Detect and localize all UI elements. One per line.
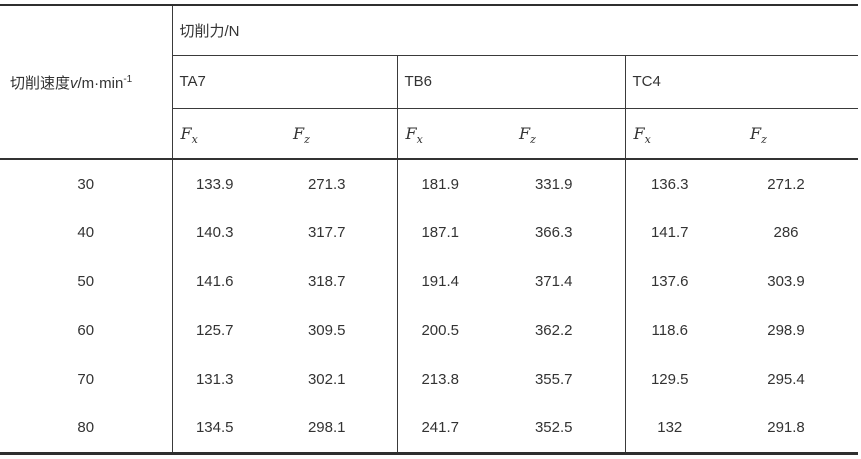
- value-cell: 309.5: [307, 322, 346, 339]
- value-cell: 317.7: [307, 224, 346, 241]
- fz-sub: z: [761, 132, 767, 146]
- fz-base: F: [293, 123, 305, 143]
- value-cell: 133.9: [172, 158, 285, 208]
- value-cell: 141.6: [195, 273, 234, 290]
- value-cell: 132: [624, 404, 742, 453]
- value-cell: 136.3: [624, 158, 742, 208]
- value-cell: 371.4: [534, 273, 573, 290]
- fx-base: F: [633, 123, 645, 143]
- value-cell: 271.3: [285, 158, 397, 208]
- value-cell: 118.6: [624, 306, 742, 355]
- value-cell: 362.2: [534, 322, 573, 339]
- header-row-force: 切削速度v/m·min-1 切削力/N: [0, 5, 859, 159]
- value-cell: 140.3: [195, 224, 234, 241]
- fz-sub: z: [304, 132, 310, 146]
- fx-base: F: [405, 123, 417, 143]
- value-cell: 318.7: [307, 273, 346, 290]
- group-header-tb6: TB6: [396, 55, 625, 109]
- fx-header-tb6: Fx: [396, 108, 511, 159]
- value-cell: 298.9: [767, 322, 805, 339]
- value-cell: 125.7: [195, 322, 234, 339]
- speed-cell: 60: [0, 306, 173, 355]
- speed-cell: 70: [0, 355, 173, 404]
- fz-base: F: [519, 123, 531, 143]
- fz-header-tc4: Fz: [742, 108, 858, 159]
- value-cell: 366.3: [534, 224, 573, 241]
- value-cell: 134.5: [195, 419, 234, 437]
- speed-unit-exponent: -1: [123, 73, 133, 85]
- group-header-tc4: TC4: [624, 55, 859, 109]
- value-cell: 187.1: [396, 208, 511, 257]
- header-row-groups: TA7 TB6 TC4: [0, 55, 859, 109]
- table-row: 70 131.3 302.1 213.8 355.7 129.5 295.4: [0, 355, 858, 404]
- value-cell: 137.6: [624, 257, 742, 306]
- value-cell: 213.8: [396, 355, 511, 404]
- speed-cell: 50: [0, 257, 173, 306]
- fx-base: F: [180, 123, 192, 143]
- force-header-cell: 切削力/N: [172, 5, 859, 56]
- fz-header-tb6: Fz: [511, 108, 625, 159]
- table-row: 80 134.5 298.1 241.7 352.5 132 291.8: [0, 404, 858, 453]
- header-row-components: Fx Fz Fx Fz Fx Fz: [0, 108, 858, 159]
- cutting-force-table: 切削速度v/m·min-1 切削力/N TA7 TB6 TC4 Fx Fz Fx…: [0, 4, 859, 455]
- value-cell: 181.9: [396, 158, 511, 208]
- value-cell: 131.3: [195, 371, 234, 388]
- fx-sub: x: [416, 132, 423, 146]
- value-cell: 302.1: [307, 371, 346, 388]
- value-cell: 298.1: [307, 419, 346, 437]
- fx-sub: x: [644, 132, 651, 146]
- value-cell: 331.9: [511, 158, 625, 208]
- value-cell: 355.7: [534, 371, 573, 388]
- speed-header-cell: 切削速度v/m·min-1: [0, 5, 173, 159]
- table-row: 40 140.3 317.7 187.1 366.3 141.7 286: [0, 208, 858, 257]
- value-cell: 303.9: [767, 273, 805, 290]
- speed-cell: 80: [0, 404, 173, 453]
- value-cell: 286: [773, 224, 799, 241]
- value-cell: 352.5: [534, 419, 573, 437]
- speed-cell: 40: [0, 208, 173, 257]
- speed-unit: /m·min: [77, 74, 124, 92]
- fx-header-ta7: Fx: [172, 108, 285, 159]
- table-row: 60 125.7 309.5 200.5 362.2 118.6 298.9: [0, 306, 858, 355]
- value-cell: 241.7: [396, 404, 511, 453]
- speed-variable: v: [70, 74, 78, 92]
- value-cell: 295.4: [767, 371, 805, 388]
- speed-header-prefix: 切削速度: [10, 74, 71, 92]
- speed-cell: 30: [0, 158, 173, 208]
- fx-header-tc4: Fx: [624, 108, 742, 159]
- value-cell: 291.8: [767, 419, 805, 437]
- value-cell: 271.2: [742, 158, 859, 208]
- value-cell: 200.5: [396, 306, 511, 355]
- value-cell: 191.4: [396, 257, 511, 306]
- fz-base: F: [750, 123, 762, 143]
- table-row: 30 133.9 271.3 181.9 331.9 136.3 271.2: [0, 158, 859, 208]
- group-header-ta7: TA7: [172, 55, 397, 109]
- table-row: 50 141.6 318.7 191.4 371.4 137.6 303.9: [0, 257, 858, 306]
- fz-header-ta7: Fz: [285, 108, 397, 159]
- fx-sub: x: [191, 132, 198, 146]
- value-cell: 141.7: [624, 208, 742, 257]
- fz-sub: z: [530, 132, 536, 146]
- value-cell: 129.5: [624, 355, 742, 404]
